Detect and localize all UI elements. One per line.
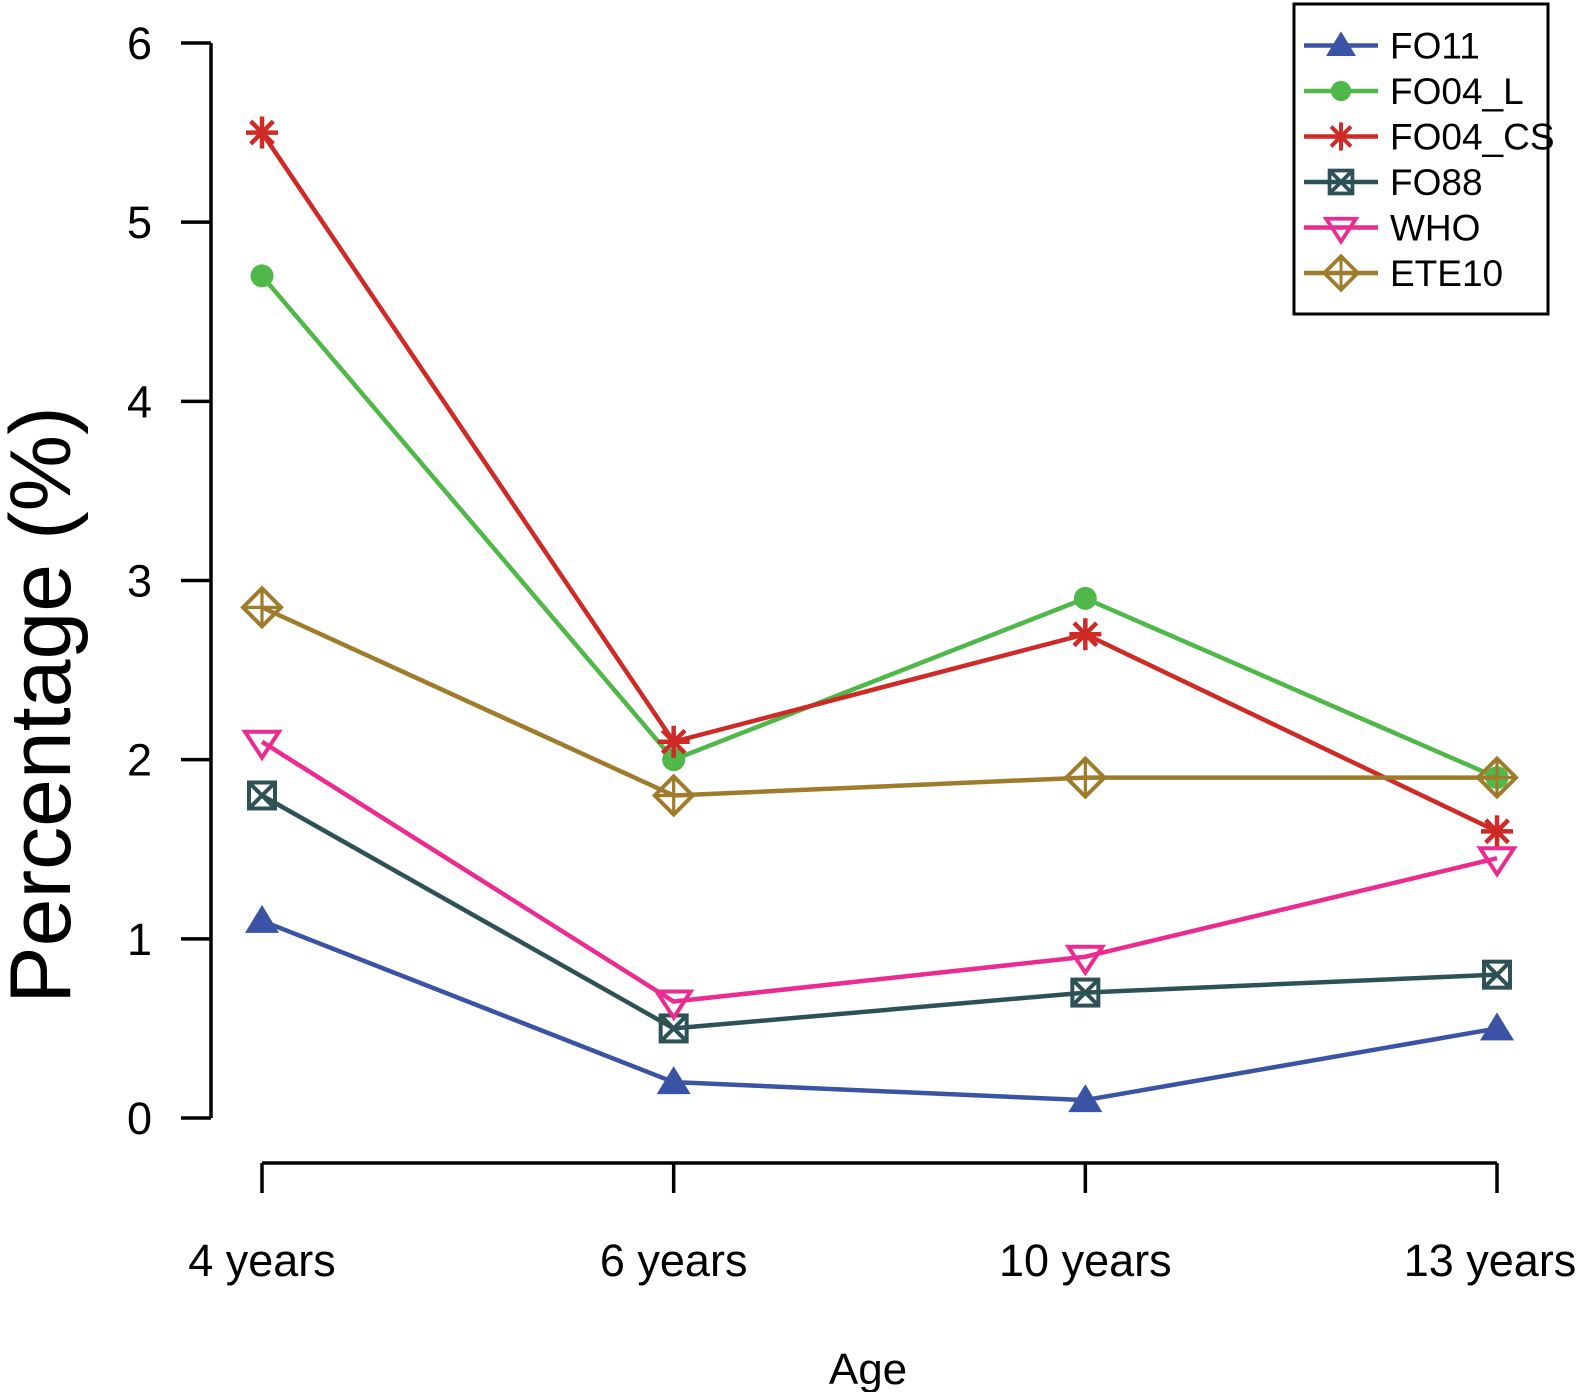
- marker-WHO-3: [1476, 846, 1518, 878]
- triangle-up-marker-shape: [1326, 31, 1356, 57]
- triangle-down-marker-shape: [241, 729, 283, 762]
- marker-FO11-2: [1068, 1084, 1103, 1113]
- legend-item-WHO: WHO: [1304, 208, 1480, 249]
- y-tick-label: 3: [127, 555, 152, 606]
- asterisk-marker-shape: [660, 728, 687, 755]
- circle-marker-shape: [1330, 80, 1352, 102]
- circle-marker-shape: [250, 264, 274, 288]
- asterisk-marker-shape: [249, 119, 275, 146]
- y-axis: 0 1 2 3 4 5 6: [127, 18, 213, 1144]
- triangle-up-marker-shape: [245, 904, 279, 933]
- legend-label: FO04_L: [1390, 71, 1524, 112]
- legend-item-ETE10: ETE10: [1304, 253, 1503, 294]
- marker-FO11-1: [656, 1066, 691, 1095]
- triangle-up-marker-shape: [1480, 1012, 1515, 1041]
- square-marker-shape: [1327, 168, 1355, 196]
- series-line-FO04_L: [260, 274, 1498, 780]
- triangle-down-marker-shape: [1064, 944, 1107, 977]
- asterisk-marker-shape: [1072, 621, 1099, 648]
- series-line-FO04_CS: [260, 131, 1498, 834]
- marker-FO04_L-0: [250, 264, 274, 288]
- square-x-diag: [659, 1014, 689, 1043]
- marker-FO11-0: [245, 904, 279, 933]
- x-tick-label: 4 years: [188, 1235, 336, 1286]
- marker-ETE10-2: [1063, 755, 1108, 800]
- legend-marker-FO88: [1327, 168, 1355, 196]
- square-x-diag: [247, 781, 277, 810]
- square-x-diag: [1482, 960, 1512, 990]
- x-axis: 4 years 6 years 10 years 13 years: [188, 1161, 1577, 1286]
- marker-WHO-2: [1064, 944, 1107, 977]
- legend-item-FO04_CS: FO04_CS: [1304, 117, 1555, 158]
- square-marker-shape: [1070, 977, 1101, 1008]
- marker-FO88-0: [247, 780, 277, 811]
- y-tick-label: 4: [127, 376, 152, 427]
- marker-ETE10-3: [1475, 755, 1519, 800]
- x-tick-label: 13 years: [1404, 1235, 1577, 1286]
- legend-label: FO88: [1390, 162, 1483, 203]
- marker-FO04_CS-1: [657, 725, 690, 758]
- legend-label: WHO: [1390, 208, 1480, 249]
- marker-FO88-2: [1070, 977, 1101, 1008]
- asterisk-marker-shape: [1329, 125, 1353, 148]
- legend-marker-FO04_CS: [1326, 122, 1356, 151]
- series-line-WHO: [260, 739, 1498, 1004]
- x-tick-label: 10 years: [999, 1235, 1172, 1286]
- legend-marker-WHO: [1322, 216, 1360, 246]
- marker-FO04_CS-2: [1069, 618, 1102, 651]
- triangle-down-marker-shape: [652, 989, 695, 1022]
- marker-FO11-3: [1480, 1012, 1515, 1041]
- legend-marker-FO04_L: [1330, 80, 1352, 102]
- marker-ETE10-1: [651, 773, 696, 818]
- square-x-diag: [1070, 978, 1100, 1007]
- y-tick-label: 1: [127, 914, 152, 965]
- marker-FO04_CS-0: [246, 116, 278, 149]
- square-x-diag: [1328, 169, 1354, 195]
- marker-FO04_L-1: [662, 748, 686, 772]
- marker-FO04_L-2: [1073, 586, 1097, 610]
- y-axis-title: Percentage (%): [0, 406, 89, 1004]
- marker-FO04_CS-3: [1481, 815, 1514, 848]
- legend-label: FO11: [1390, 26, 1480, 67]
- circle-marker-shape: [1073, 586, 1097, 610]
- series-lines: [240, 116, 1519, 1113]
- triangle-down-marker-shape: [1476, 846, 1518, 878]
- series-line-FO88: [260, 793, 1498, 1031]
- legend-marker-FO11: [1326, 31, 1356, 57]
- square-marker-shape: [1482, 959, 1513, 990]
- marker-WHO-1: [652, 989, 695, 1022]
- legend-label: FO04_CS: [1390, 117, 1555, 158]
- marker-FO88-3: [1482, 959, 1513, 990]
- y-tick-label: 0: [127, 1093, 152, 1144]
- asterisk-marker-shape: [1484, 818, 1510, 845]
- y-tick-label: 6: [127, 18, 152, 69]
- square-marker-shape: [247, 780, 277, 811]
- marker-WHO-0: [241, 729, 283, 762]
- legend-item-FO11: FO11: [1304, 26, 1480, 67]
- legend-marker-ETE10: [1321, 253, 1361, 293]
- legend-item-FO88: FO88: [1304, 162, 1483, 203]
- x-tick-label: 6 years: [600, 1235, 748, 1286]
- series-line-FO11: [261, 918, 1498, 1103]
- triangle-down-marker-shape: [1322, 216, 1360, 246]
- legend-item-FO04_L: FO04_L: [1304, 71, 1524, 112]
- legend-label: ETE10: [1390, 253, 1503, 294]
- series-line-ETE10: [261, 605, 1498, 798]
- circle-marker-shape: [662, 748, 686, 772]
- triangle-up-marker-shape: [656, 1066, 691, 1095]
- y-tick-label: 5: [127, 197, 152, 248]
- y-tick-label: 2: [127, 735, 152, 786]
- x-axis-title: Age: [829, 1345, 907, 1392]
- marker-ETE10-0: [240, 585, 284, 630]
- triangle-up-marker-shape: [1068, 1084, 1103, 1113]
